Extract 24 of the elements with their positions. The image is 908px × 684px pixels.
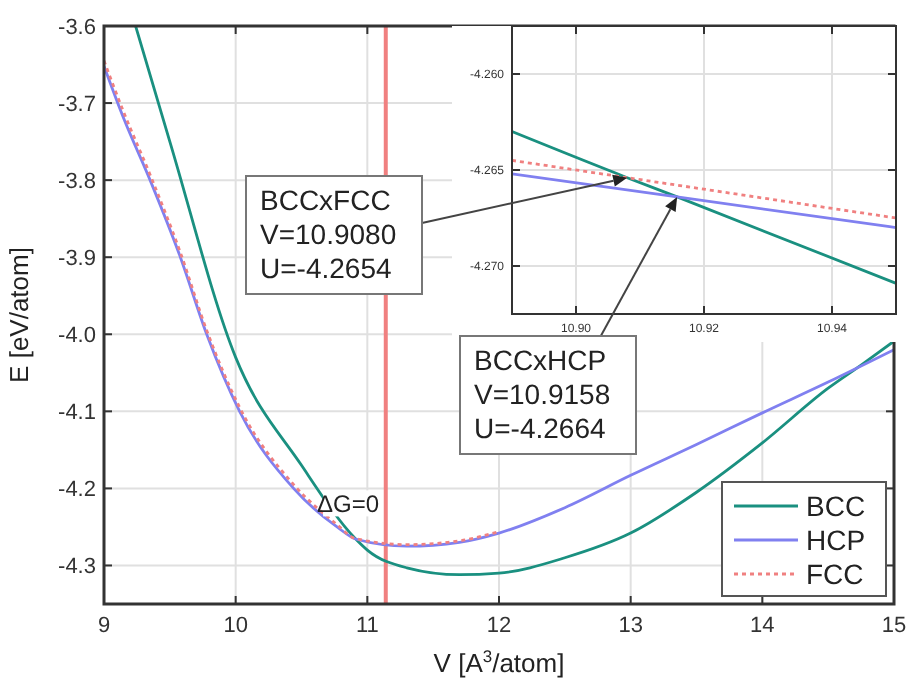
legend-label: FCC: [806, 558, 864, 590]
x-tick-label: 15: [881, 614, 907, 638]
annotation: BCCxHCP V=10.9158 U=-4.2664: [474, 344, 611, 444]
x-axis-title: V [A$^{3}$/atom]: [433, 646, 565, 678]
x-tick-label: 9: [97, 614, 111, 638]
y-tick-label: -3.9: [58, 246, 96, 271]
y-tick-label: -4.1: [58, 401, 96, 426]
line-series: [512, 130, 896, 285]
x-tick-label: 12: [486, 614, 512, 638]
y-axis-title: E [eV/atom]: [4, 247, 34, 383]
annotation: BCCxFCC V=10.9080 U=-4.2654: [260, 184, 397, 284]
y-tick-label: -4.0: [58, 323, 96, 348]
x-tick-label: 13: [618, 614, 643, 638]
y-tick-label: -4.3: [58, 555, 96, 580]
y-tick-label: -3.7: [58, 92, 96, 117]
legend-label: HCP: [806, 524, 866, 556]
annotation: ΔG=0: [317, 490, 380, 519]
x-tick-label: 10: [223, 614, 248, 638]
x-tick-label: 11: [355, 614, 379, 638]
legend-label: BCC: [806, 490, 866, 522]
y-tick-label: -3.6: [58, 15, 96, 40]
x-tick-label: 14: [750, 614, 775, 638]
y-tick-label: -4.2: [58, 478, 96, 503]
y-tick-label: -3.8: [58, 169, 96, 194]
